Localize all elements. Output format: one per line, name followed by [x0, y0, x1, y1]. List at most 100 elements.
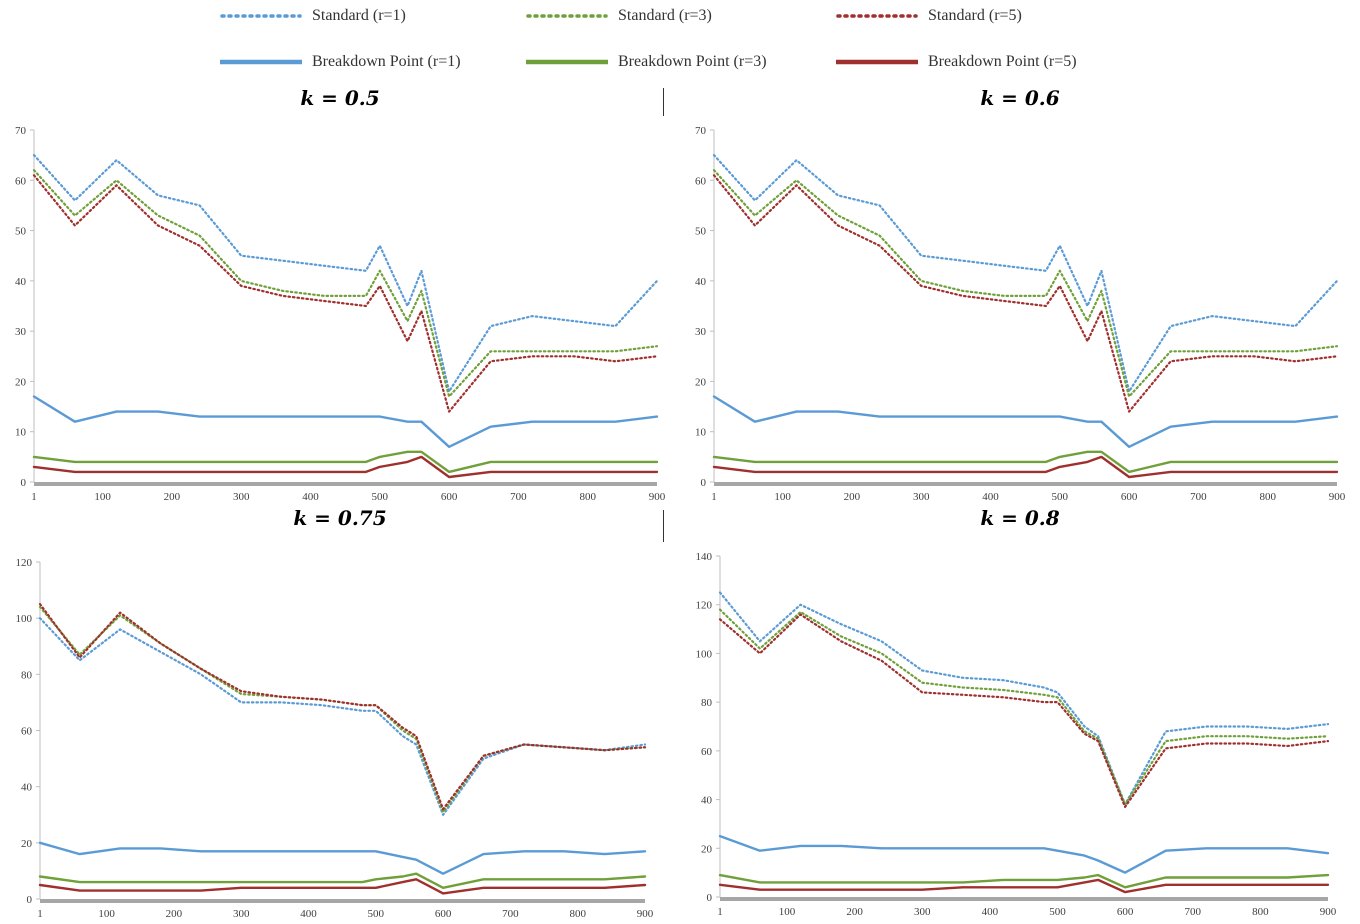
series-line-4 — [718, 873, 1330, 889]
series-line-1 — [712, 169, 1339, 398]
x-tick-label: 700 — [510, 491, 527, 503]
x-tick-label: 600 — [435, 908, 452, 920]
legend-label: Standard (r=3) — [618, 7, 712, 24]
x-tick-label: 300 — [913, 491, 930, 503]
x-tick-label: 1 — [31, 491, 37, 503]
x-tick-label: 600 — [1117, 906, 1134, 918]
chart-k-0-75: k = 0.75 0 20 40 60 80 100 120 1 100 200 300 400 500… — [0, 506, 680, 924]
legend-item-breakdown-r5: Breakdown Point (r=5) — [836, 50, 1077, 74]
y-tick-label: 30 — [15, 326, 27, 338]
x-tick-label: 100 — [774, 491, 791, 503]
x-tick-label: 900 — [649, 491, 666, 503]
x-tick-label: 100 — [98, 908, 115, 920]
legend: Standard (r=1) Standard (r=3) Standard (… — [0, 0, 1360, 80]
chart-k-0-6: k = 0.6 0 10 20 30 40 50 60 70 1 100 200 300 400 500 6… — [680, 86, 1360, 504]
chart-title: k = 0.8 — [980, 506, 1060, 530]
x-tick-label: 1 — [37, 908, 43, 920]
y-tick-label: 60 — [15, 175, 27, 187]
legend-swatch-standard-r5 — [836, 14, 918, 18]
legend-swatch-breakdown-r3 — [526, 59, 608, 65]
y-tick-label: 0 — [701, 477, 707, 489]
chart-k-0-5: k = 0.5 0 10 20 30 40 50 60 70 1 100 200 300 400 500 6… — [0, 86, 680, 504]
x-tick-label: 600 — [1121, 491, 1138, 503]
y-tick-label: 10 — [695, 427, 707, 439]
x-tick-label: 700 — [502, 908, 519, 920]
series-line-5 — [38, 878, 647, 895]
series-line-4 — [32, 450, 659, 474]
series-line-4 — [712, 450, 1339, 474]
y-tick-label: 140 — [696, 551, 713, 563]
x-tick-label: 800 — [1252, 906, 1269, 918]
legend-item-breakdown-r1: Breakdown Point (r=1) — [220, 50, 461, 74]
legend-item-standard-r5: Standard (r=5) — [836, 4, 1022, 28]
y-tick-label: 40 — [701, 795, 713, 807]
y-tick-label: 20 — [21, 838, 33, 850]
y-tick-label: 120 — [696, 600, 713, 612]
x-tick-label: 100 — [94, 491, 111, 503]
x-tick-label: 300 — [233, 908, 250, 920]
legend-label: Standard (r=5) — [928, 7, 1022, 24]
legend-swatch-breakdown-r5 — [836, 59, 918, 65]
y-tick-label: 40 — [15, 276, 27, 288]
chart-plot-svg: 0 20 40 60 80 100 120 1 100 200 300 400 500 600 700 800… — [16, 557, 654, 920]
chart-plot-svg: 0 20 40 60 80 100 120 140 1 100 200 300 400 500 600 700… — [696, 551, 1337, 918]
series-line-0 — [38, 617, 647, 816]
series-line-5 — [718, 878, 1330, 894]
y-tick-label: 50 — [695, 226, 707, 238]
x-tick-label: 500 — [372, 491, 389, 503]
x-tick-label: 300 — [914, 906, 931, 918]
x-tick-label: 900 — [637, 908, 654, 920]
series-line-2 — [712, 174, 1339, 413]
x-tick-label: 200 — [844, 491, 861, 503]
y-tick-label: 70 — [15, 125, 27, 137]
y-tick-label: 0 — [27, 894, 33, 906]
x-tick-label: 800 — [1259, 491, 1276, 503]
y-tick-label: 20 — [695, 376, 707, 388]
series-line-0 — [32, 153, 659, 393]
series-line-2 — [718, 613, 1330, 808]
x-tick-label: 500 — [1052, 491, 1069, 503]
series-line-2 — [32, 174, 659, 413]
legend-swatch-standard-r3 — [526, 14, 608, 18]
legend-label: Breakdown Point (r=5) — [928, 53, 1077, 70]
y-tick-label: 60 — [701, 746, 713, 758]
y-tick-label: 60 — [21, 726, 33, 738]
x-tick-label: 200 — [164, 491, 181, 503]
series-line-2 — [38, 602, 647, 811]
panel-divider-top — [663, 88, 664, 116]
series-line-5 — [32, 455, 659, 479]
x-tick-label: 600 — [441, 491, 458, 503]
series-line-3 — [32, 395, 659, 448]
y-tick-label: 40 — [695, 276, 707, 288]
chart-plot-svg: 0 10 20 30 40 50 60 70 1 100 200 300 400 500 600 700 800… — [695, 125, 1346, 503]
y-tick-label: 50 — [15, 226, 27, 238]
series-line-0 — [718, 591, 1330, 806]
y-tick-label: 40 — [21, 782, 33, 794]
x-tick-label: 200 — [166, 908, 183, 920]
x-tick-label: 400 — [982, 491, 999, 503]
legend-item-breakdown-r3: Breakdown Point (r=3) — [526, 50, 767, 74]
x-tick-label: 300 — [233, 491, 250, 503]
chart-k-0-8: k = 0.8 0 20 40 60 80 100 120 140 1 100 200 300 400 5… — [680, 506, 1360, 924]
x-tick-label: 900 — [1320, 906, 1337, 918]
y-tick-label: 120 — [16, 557, 33, 569]
y-tick-label: 100 — [696, 648, 713, 660]
x-tick-label: 1 — [717, 906, 723, 918]
legend-swatch-breakdown-r1 — [220, 59, 302, 65]
panel-divider-bottom — [663, 510, 664, 542]
y-tick-label: 20 — [701, 843, 713, 855]
x-tick-label: 100 — [779, 906, 796, 918]
x-tick-label: 400 — [300, 908, 317, 920]
x-tick-label: 500 — [1049, 906, 1066, 918]
chart-title: k = 0.75 — [293, 506, 387, 530]
x-tick-label: 700 — [1190, 491, 1207, 503]
legend-label: Breakdown Point (r=3) — [618, 53, 767, 70]
y-tick-label: 0 — [21, 477, 27, 489]
y-tick-label: 20 — [15, 376, 27, 388]
chart-plot-svg: 0 10 20 30 40 50 60 70 1 100 200 300 400 500 600 700 800… — [15, 125, 666, 503]
y-tick-label: 70 — [695, 125, 707, 137]
x-tick-label: 400 — [302, 491, 319, 503]
x-tick-label: 800 — [579, 491, 596, 503]
y-tick-label: 100 — [16, 613, 33, 625]
legend-label: Breakdown Point (r=1) — [312, 53, 461, 70]
